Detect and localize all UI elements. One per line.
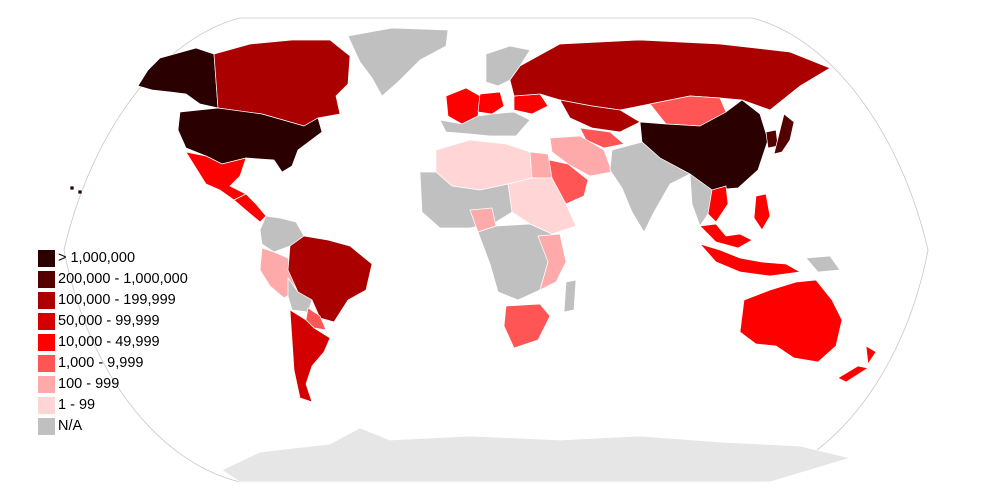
legend-swatch: [38, 292, 55, 309]
region-kazakhstan: [559, 99, 641, 133]
region-iran: [549, 135, 613, 177]
region-uzbekistan: [579, 127, 625, 149]
legend-swatch: [38, 418, 55, 435]
legend-label: 10,000 - 49,999: [58, 334, 160, 350]
legend-swatch: [38, 355, 55, 372]
region-paraguay: [305, 307, 327, 331]
region-madagascar: [563, 279, 577, 313]
region-argentina: [289, 309, 331, 403]
region-japan: [773, 113, 795, 155]
legend-item: 200,000 - 1,000,000: [38, 269, 188, 290]
legend-label: 1 - 99: [58, 397, 96, 413]
legend-swatch: [38, 271, 55, 288]
region-east-africa: [537, 233, 567, 291]
region-australia: [739, 279, 843, 363]
legend-item: 100 - 999: [38, 374, 188, 395]
legend-item: 1 - 99: [38, 395, 188, 416]
region-germany: [477, 91, 505, 115]
region-papua-new-guinea: [805, 255, 841, 273]
legend-label: 100,000 - 199,999: [58, 292, 176, 308]
legend-item: 100,000 - 199,999: [38, 290, 188, 311]
legend-swatch: [38, 334, 55, 351]
region-alaska: [137, 47, 219, 109]
legend-item: 1,000 - 9,999: [38, 353, 188, 374]
legend-label: 100 - 999: [58, 376, 120, 392]
legend-swatch: [38, 376, 55, 393]
legend-label: 50,000 - 99,999: [58, 313, 160, 329]
region-united-states: [177, 107, 323, 173]
region-india: [609, 141, 691, 233]
legend-label: 200,000 - 1,000,000: [58, 271, 188, 287]
region-indonesia: [698, 243, 802, 277]
legend-label: > 1,000,000: [58, 250, 136, 266]
region-sudan-ethiopia: [507, 177, 577, 235]
region-vietnam: [707, 185, 729, 223]
region-philippines: [753, 193, 771, 231]
region-new-zealand: [837, 345, 877, 383]
region-antarctica: [221, 427, 852, 483]
region-hawaii: [69, 185, 83, 195]
region-southeast-asia: [689, 173, 713, 227]
legend-swatch: [38, 313, 55, 330]
legend-label: 1,000 - 9,999: [58, 355, 144, 371]
region-malaysia: [699, 223, 753, 249]
legend-item: 50,000 - 99,999: [38, 311, 188, 332]
legend-swatch: [38, 250, 55, 267]
region-mexico: [185, 151, 247, 201]
map-legend: > 1,000,000 200,000 - 1,000,000 100,000 …: [38, 248, 188, 437]
legend-item: N/A: [38, 416, 188, 437]
legend-label: N/A: [58, 418, 83, 434]
legend-item: 10,000 - 49,999: [38, 332, 188, 353]
legend-swatch: [38, 397, 55, 414]
region-southern-europe: [439, 111, 531, 137]
region-greenland: [347, 27, 449, 97]
legend-item: > 1,000,000: [38, 248, 188, 269]
region-south-africa: [503, 303, 551, 349]
